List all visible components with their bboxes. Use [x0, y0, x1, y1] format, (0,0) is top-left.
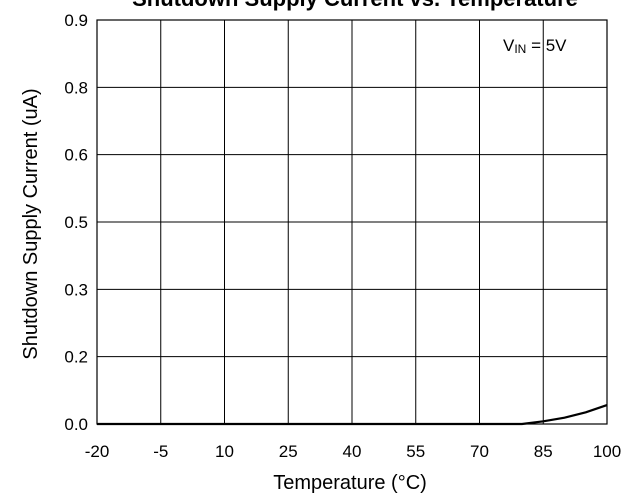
gridlines	[97, 20, 607, 424]
x-tick-label: 85	[534, 442, 553, 461]
x-tick-label: 70	[470, 442, 489, 461]
annotation-text: VIN = 5V	[503, 36, 567, 56]
x-axis-title: Temperature (°C)	[273, 472, 427, 494]
y-tick-label: 0.5	[64, 213, 88, 232]
chart-title: Shutdown Supply Current vs. Temperature	[132, 0, 578, 11]
x-tick-label: -5	[153, 442, 168, 461]
annotation-vin: VIN = 5V	[503, 36, 567, 56]
x-tick-label: 40	[343, 442, 362, 461]
y-tick-label: 0.6	[64, 146, 88, 165]
y-tick-labels: 0.0 0.2 0.3 0.5 0.6 0.8 0.9	[64, 11, 88, 434]
y-tick-label: 0.9	[64, 11, 88, 30]
x-tick-label: -20	[85, 442, 110, 461]
y-tick-label: 0.8	[64, 78, 88, 97]
series-line	[97, 404, 608, 426]
x-tick-label: 100	[593, 442, 621, 461]
x-tick-label: 55	[406, 442, 425, 461]
x-tick-label: 25	[279, 442, 298, 461]
x-tick-labels: -20 -5 10 25 40 55 70 85 100	[85, 442, 621, 461]
y-axis-title: Shutdown Supply Current (uA)	[20, 88, 42, 359]
y-tick-label: 0.0	[64, 415, 88, 434]
y-tick-label: 0.2	[64, 348, 88, 367]
x-tick-label: 10	[215, 442, 234, 461]
y-tick-label: 0.3	[64, 280, 88, 299]
